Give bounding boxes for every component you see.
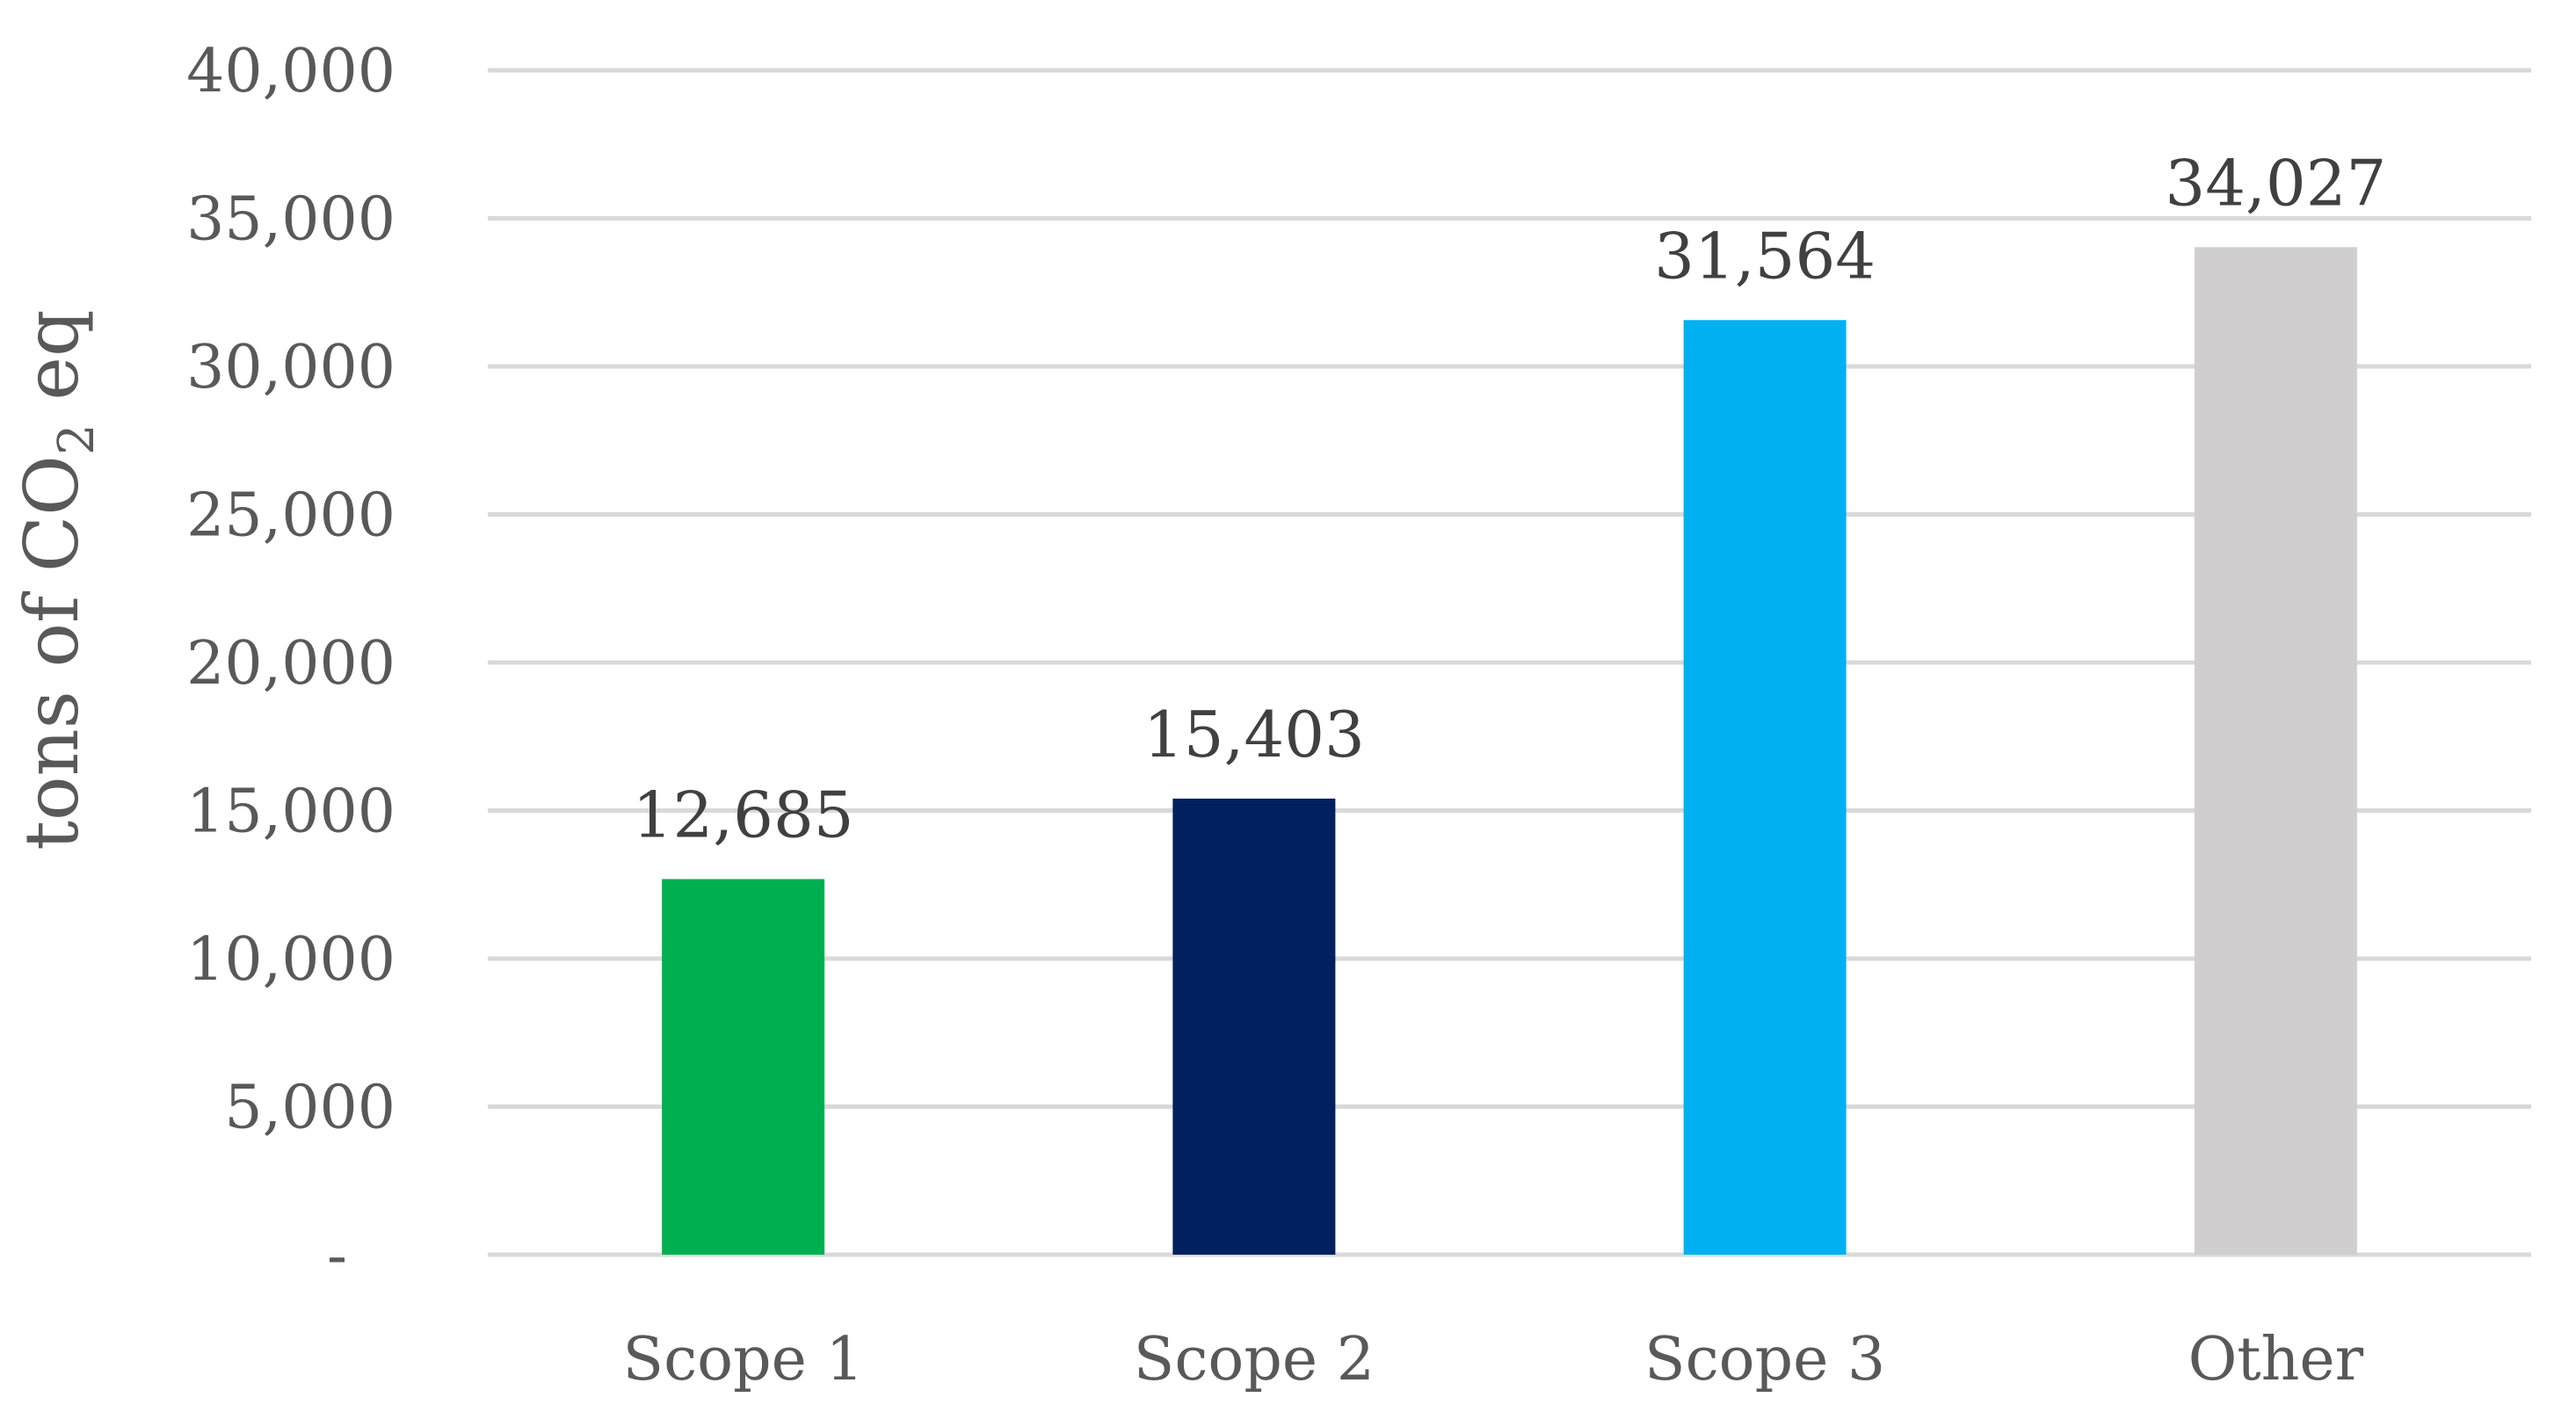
bars bbox=[662, 247, 2357, 1256]
y-tick-label: 30,000 bbox=[186, 333, 395, 402]
y-tick-label: 25,000 bbox=[186, 481, 395, 551]
y-tick-label: 20,000 bbox=[186, 629, 395, 699]
y-tick-label: - bbox=[327, 1221, 347, 1291]
x-tick-label: Other bbox=[2188, 1325, 2364, 1394]
bar-scope-3 bbox=[1683, 320, 1847, 1255]
data-label: 34,027 bbox=[2165, 146, 2386, 220]
bar-other bbox=[2194, 247, 2357, 1256]
y-axis-title-suffix: eq bbox=[9, 309, 95, 424]
x-tick-label: Scope 1 bbox=[622, 1325, 863, 1394]
data-labels: 12,685 15,403 31,564 34,027 bbox=[633, 146, 2387, 851]
y-axis-title-prefix: tons of CO bbox=[9, 455, 95, 851]
data-label: 31,564 bbox=[1654, 219, 1876, 293]
y-tick-label: 15,000 bbox=[186, 778, 395, 847]
gridlines bbox=[488, 68, 2531, 1257]
bar-scope-2 bbox=[1172, 798, 1336, 1255]
y-tick-label: 10,000 bbox=[186, 925, 395, 995]
data-label: 12,685 bbox=[633, 778, 854, 852]
bar-scope-1 bbox=[662, 879, 825, 1255]
y-tick-label: 40,000 bbox=[186, 37, 395, 106]
y-axis-tick-labels: - 5,000 10,000 15,000 20,000 25,000 30,000 35,0… bbox=[186, 37, 395, 1291]
y-axis-title-subscript: 2 bbox=[48, 424, 105, 455]
y-tick-label: 35,000 bbox=[186, 185, 395, 255]
y-tick-label: 5,000 bbox=[224, 1074, 395, 1143]
y-axis-title: tons of CO2 eq bbox=[9, 309, 105, 851]
x-axis-category-labels: Scope 1 Scope 2 Scope 3 Other bbox=[622, 1325, 2363, 1394]
data-label: 15,403 bbox=[1143, 698, 1365, 771]
x-tick-label: Scope 3 bbox=[1644, 1325, 1885, 1394]
x-tick-label: Scope 2 bbox=[1134, 1325, 1375, 1394]
